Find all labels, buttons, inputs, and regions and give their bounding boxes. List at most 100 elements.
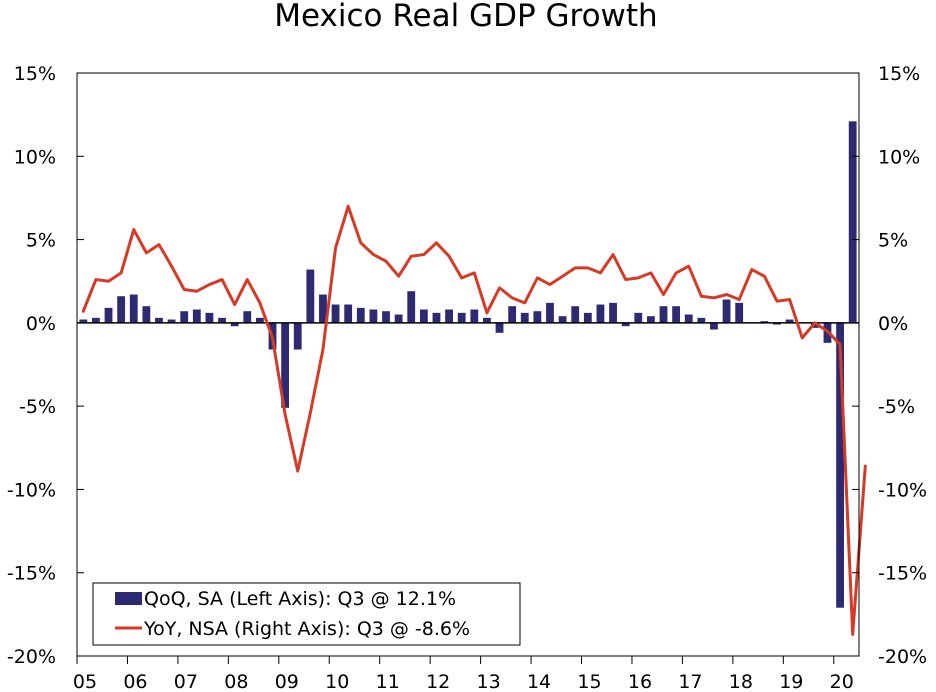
qoq-bar: [457, 312, 466, 323]
right-axis: 15% 10% 5% 0% -5% -10% -15% -20%: [852, 63, 927, 668]
right-tick-label: 5%: [878, 230, 908, 252]
x-tick-label: 11: [376, 671, 400, 692]
right-tick-label: 0%: [878, 313, 908, 335]
qoq-bar: [646, 316, 655, 323]
qoq-bar: [810, 322, 819, 328]
qoq-bar: [432, 312, 441, 323]
x-tick-label: 12: [426, 671, 450, 692]
qoq-bar: [205, 312, 214, 323]
qoq-bar: [255, 317, 264, 323]
right-tick-label: 10%: [878, 146, 920, 168]
left-tick-label: 5%: [26, 230, 56, 252]
qoq-bar: [382, 311, 390, 323]
legend-label-yoy: YoY, NSA (Right Axis): Q3 @ -8.6%: [143, 618, 470, 640]
x-tick-label: 14: [527, 671, 551, 692]
x-tick-label: 07: [174, 671, 198, 692]
qoq-bar: [331, 304, 340, 323]
qoq-bar: [596, 304, 605, 323]
qoq-bar: [483, 317, 491, 323]
qoq-bar: [79, 319, 88, 323]
qoq-bar: [192, 309, 201, 323]
left-tick-label: 15%: [14, 63, 56, 85]
qoq-bar: [306, 269, 315, 323]
chart-title: Mexico Real GDP Growth: [274, 0, 657, 34]
qoq-bar: [760, 321, 769, 323]
qoq-bar: [634, 312, 643, 323]
x-tick-label: 20: [830, 671, 854, 692]
qoq-bar: [180, 311, 189, 323]
left-axis: 15% 10% 5% 0% -5% -10% -15% -20%: [7, 63, 84, 668]
x-tick-label: 05: [73, 671, 97, 692]
left-tick-label: -15%: [7, 563, 56, 585]
qoq-bar: [722, 299, 731, 323]
x-tick-label: 18: [729, 671, 753, 692]
qoq-bar: [369, 309, 378, 323]
right-tick-label: 15%: [878, 63, 920, 85]
qoq-bar: [356, 307, 365, 323]
right-tick-label: -15%: [878, 563, 927, 585]
left-tick-label: 0%: [26, 313, 56, 335]
x-tick-label: 15: [577, 671, 601, 692]
qoq-bar: [293, 322, 302, 350]
qoq-bar: [684, 314, 693, 323]
right-tick-label: -10%: [878, 479, 927, 501]
x-tick-label: 06: [123, 671, 147, 692]
legend: QoQ, SA (Left Axis): Q3 @ 12.1% YoY, NSA…: [92, 582, 521, 646]
qoq-bar: [419, 309, 428, 323]
qoq-bar: [218, 317, 226, 323]
left-tick-label: -20%: [7, 646, 56, 668]
qoq-bar: [836, 322, 844, 608]
x-axis: 05 06 07 08 09 10 11 12 13 14 15 16 17 18 19 20: [73, 656, 854, 692]
yoy-line: [81, 204, 867, 636]
qoq-bar: [609, 302, 617, 323]
qoq-bar: [155, 317, 163, 323]
x-tick-label: 19: [779, 671, 803, 692]
qoq-bar: [735, 302, 744, 323]
qoq-bar: [167, 319, 176, 323]
yoy-line-series: [81, 204, 867, 636]
qoq-bar-series: [79, 121, 857, 608]
right-tick-label: -5%: [878, 396, 915, 418]
qoq-bar: [773, 322, 781, 325]
legend-swatch-qoq: [115, 592, 142, 605]
qoq-bar: [785, 319, 794, 323]
qoq-bar: [659, 306, 668, 323]
qoq-bar: [394, 314, 403, 323]
x-tick-label: 10: [325, 671, 349, 692]
qoq-bar: [243, 311, 252, 323]
qoq-bar: [546, 302, 554, 323]
qoq-bar: [583, 312, 592, 323]
qoq-bar: [710, 322, 718, 330]
qoq-bar: [571, 306, 580, 323]
qoq-bar: [621, 322, 630, 327]
qoq-bar: [92, 317, 100, 323]
qoq-bar: [104, 307, 113, 323]
qoq-bar: [117, 296, 126, 323]
qoq-bar: [495, 322, 504, 333]
x-tick-label: 16: [628, 671, 652, 692]
qoq-bar: [558, 316, 567, 323]
qoq-bar: [281, 322, 290, 408]
qoq-bar: [508, 306, 517, 323]
left-tick-label: -10%: [7, 479, 56, 501]
qoq-bar: [470, 309, 479, 323]
right-tick-label: -20%: [878, 646, 927, 668]
qoq-bar: [407, 291, 416, 323]
qoq-bar: [520, 312, 529, 323]
left-tick-label: 10%: [14, 146, 56, 168]
qoq-bar: [672, 306, 681, 323]
qoq-bar: [445, 309, 453, 323]
qoq-bar: [848, 121, 857, 323]
qoq-bar: [697, 317, 706, 323]
qoq-bar: [142, 306, 151, 323]
qoq-bar: [344, 304, 353, 323]
legend-label-qoq: QoQ, SA (Left Axis): Q3 @ 12.1%: [144, 588, 456, 610]
qoq-bar: [129, 294, 138, 323]
legend-box: [92, 582, 521, 646]
qoq-bar: [533, 311, 542, 323]
x-tick-label: 08: [224, 671, 248, 692]
qoq-bar: [319, 294, 327, 323]
qoq-bar: [230, 322, 239, 327]
x-tick-label: 13: [477, 671, 501, 692]
